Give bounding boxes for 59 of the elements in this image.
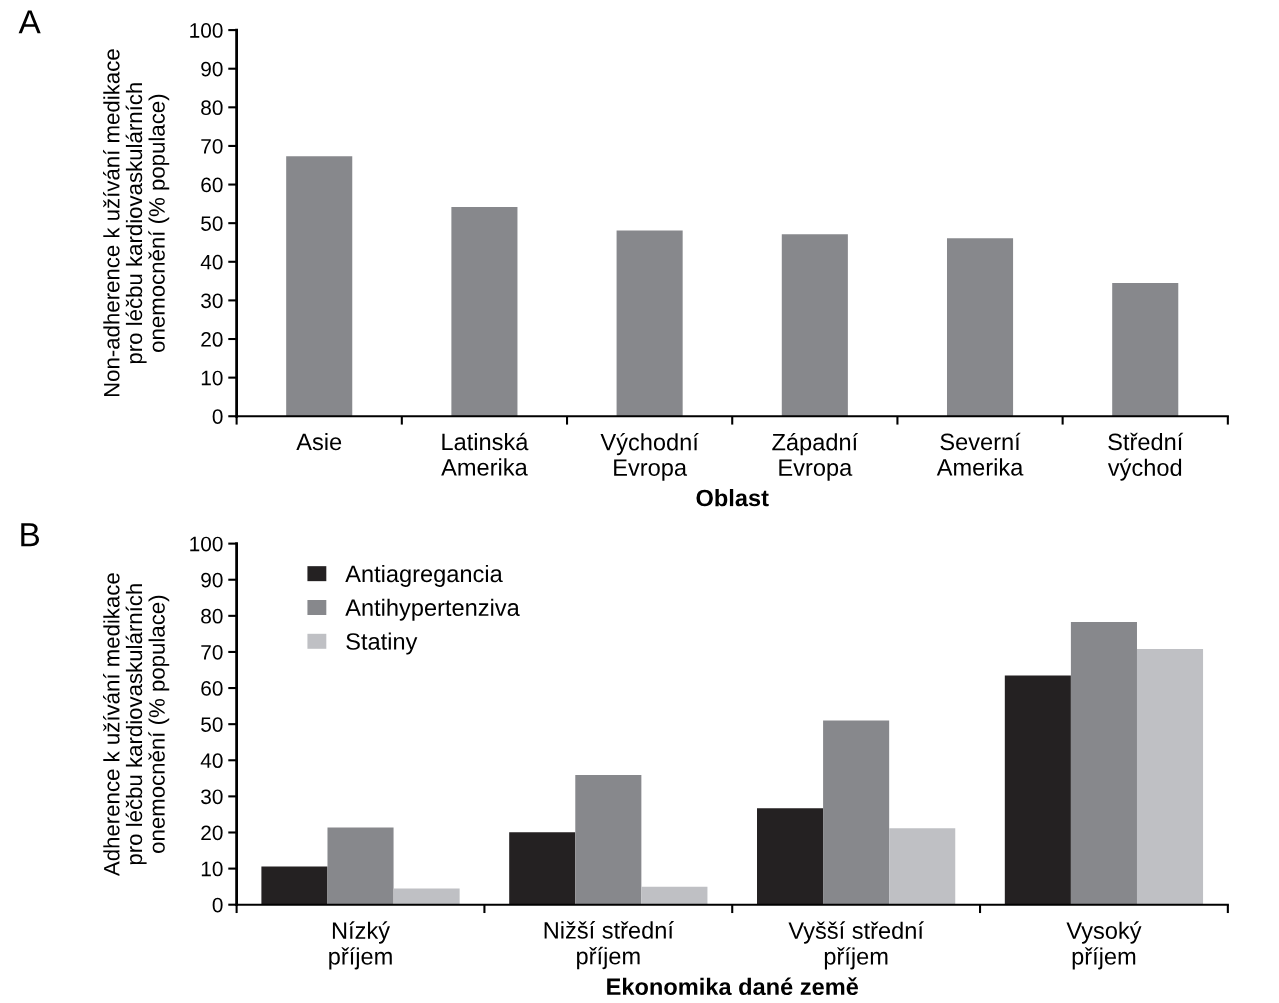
x-tick-label: Severní Amerika: [936, 432, 1024, 476]
y-tick-label: 70: [201, 644, 223, 660]
x-tick-label: Východní Evropa: [600, 432, 699, 481]
x-tick-label: Latinská Amerika: [441, 432, 529, 476]
bar: [327, 827, 394, 905]
y-tick-label: 40: [200, 753, 223, 769]
bar: [781, 234, 848, 417]
x-axis-title: Oblast: [696, 489, 769, 507]
y-axis-title: Non-adherence k užívání medikace pro léčbu kardiovaskulárních onemocnění (% populace): [103, 49, 170, 397]
y-tick-label: 80: [201, 608, 223, 624]
bar: [889, 828, 956, 905]
bar: [575, 775, 642, 905]
y-tick-label: 50: [201, 717, 223, 732]
chart-title: B: [21, 523, 40, 547]
y-tick-label: 90: [201, 61, 223, 77]
x-tick-label: Střední východ: [1107, 432, 1184, 481]
x-tick-label: Asie: [296, 432, 342, 451]
x-tick-label: Vyšší střední příjem: [788, 921, 924, 970]
bar: [261, 866, 328, 905]
y-tick-label: 90: [201, 572, 223, 588]
bar: [509, 832, 576, 905]
x-tick-label: Západní Evropa: [772, 432, 859, 481]
y-tick-label: 70: [201, 138, 223, 154]
legend-label: Antihypertenziva: [345, 598, 520, 621]
x-tick-label: Nízký příjem: [329, 921, 392, 970]
bar: [823, 720, 890, 905]
y-tick-label: 0: [212, 409, 223, 424]
y-tick-label: 20: [201, 332, 223, 347]
bar: [1136, 649, 1204, 905]
legend-label: Antiagregancia: [345, 564, 503, 587]
y-tick-label: 50: [201, 216, 223, 231]
legend-label: Statiny: [346, 632, 418, 655]
y-tick-label: 10: [201, 370, 223, 386]
bar: [1112, 283, 1179, 417]
y-tick-label: 20: [201, 825, 223, 841]
x-axis-title: Ekonomika dané země: [607, 977, 859, 996]
bar: [946, 238, 1014, 417]
y-tick-label: 100: [190, 23, 223, 38]
x-tick-label: Vysoký příjem: [1066, 921, 1142, 970]
bar: [451, 206, 518, 417]
bar: [641, 886, 708, 905]
y-tick-label: 30: [201, 789, 223, 805]
x-tick-label: Nižší střední příjem: [544, 921, 674, 970]
bar: [286, 156, 353, 417]
bar: [616, 230, 683, 417]
y-tick-label: 0: [212, 897, 223, 913]
y-tick-label: 60: [201, 177, 223, 193]
y-tick-label: 100: [190, 536, 223, 552]
bar: [393, 888, 460, 905]
y-tick-label: 40: [200, 254, 223, 270]
y-tick-label: 10: [201, 861, 223, 877]
y-axis-title: Adherence k užívání medikace pro léčbu kardiovaskulárních onemocnění (% populace): [103, 573, 170, 877]
y-tick-label: 30: [201, 293, 223, 309]
bar: [757, 808, 824, 905]
y-tick-label: 60: [201, 681, 223, 696]
y-tick-label: 80: [201, 100, 223, 116]
bar: [1004, 675, 1071, 905]
bar: [1070, 621, 1137, 905]
chart-title: A: [18, 10, 41, 34]
